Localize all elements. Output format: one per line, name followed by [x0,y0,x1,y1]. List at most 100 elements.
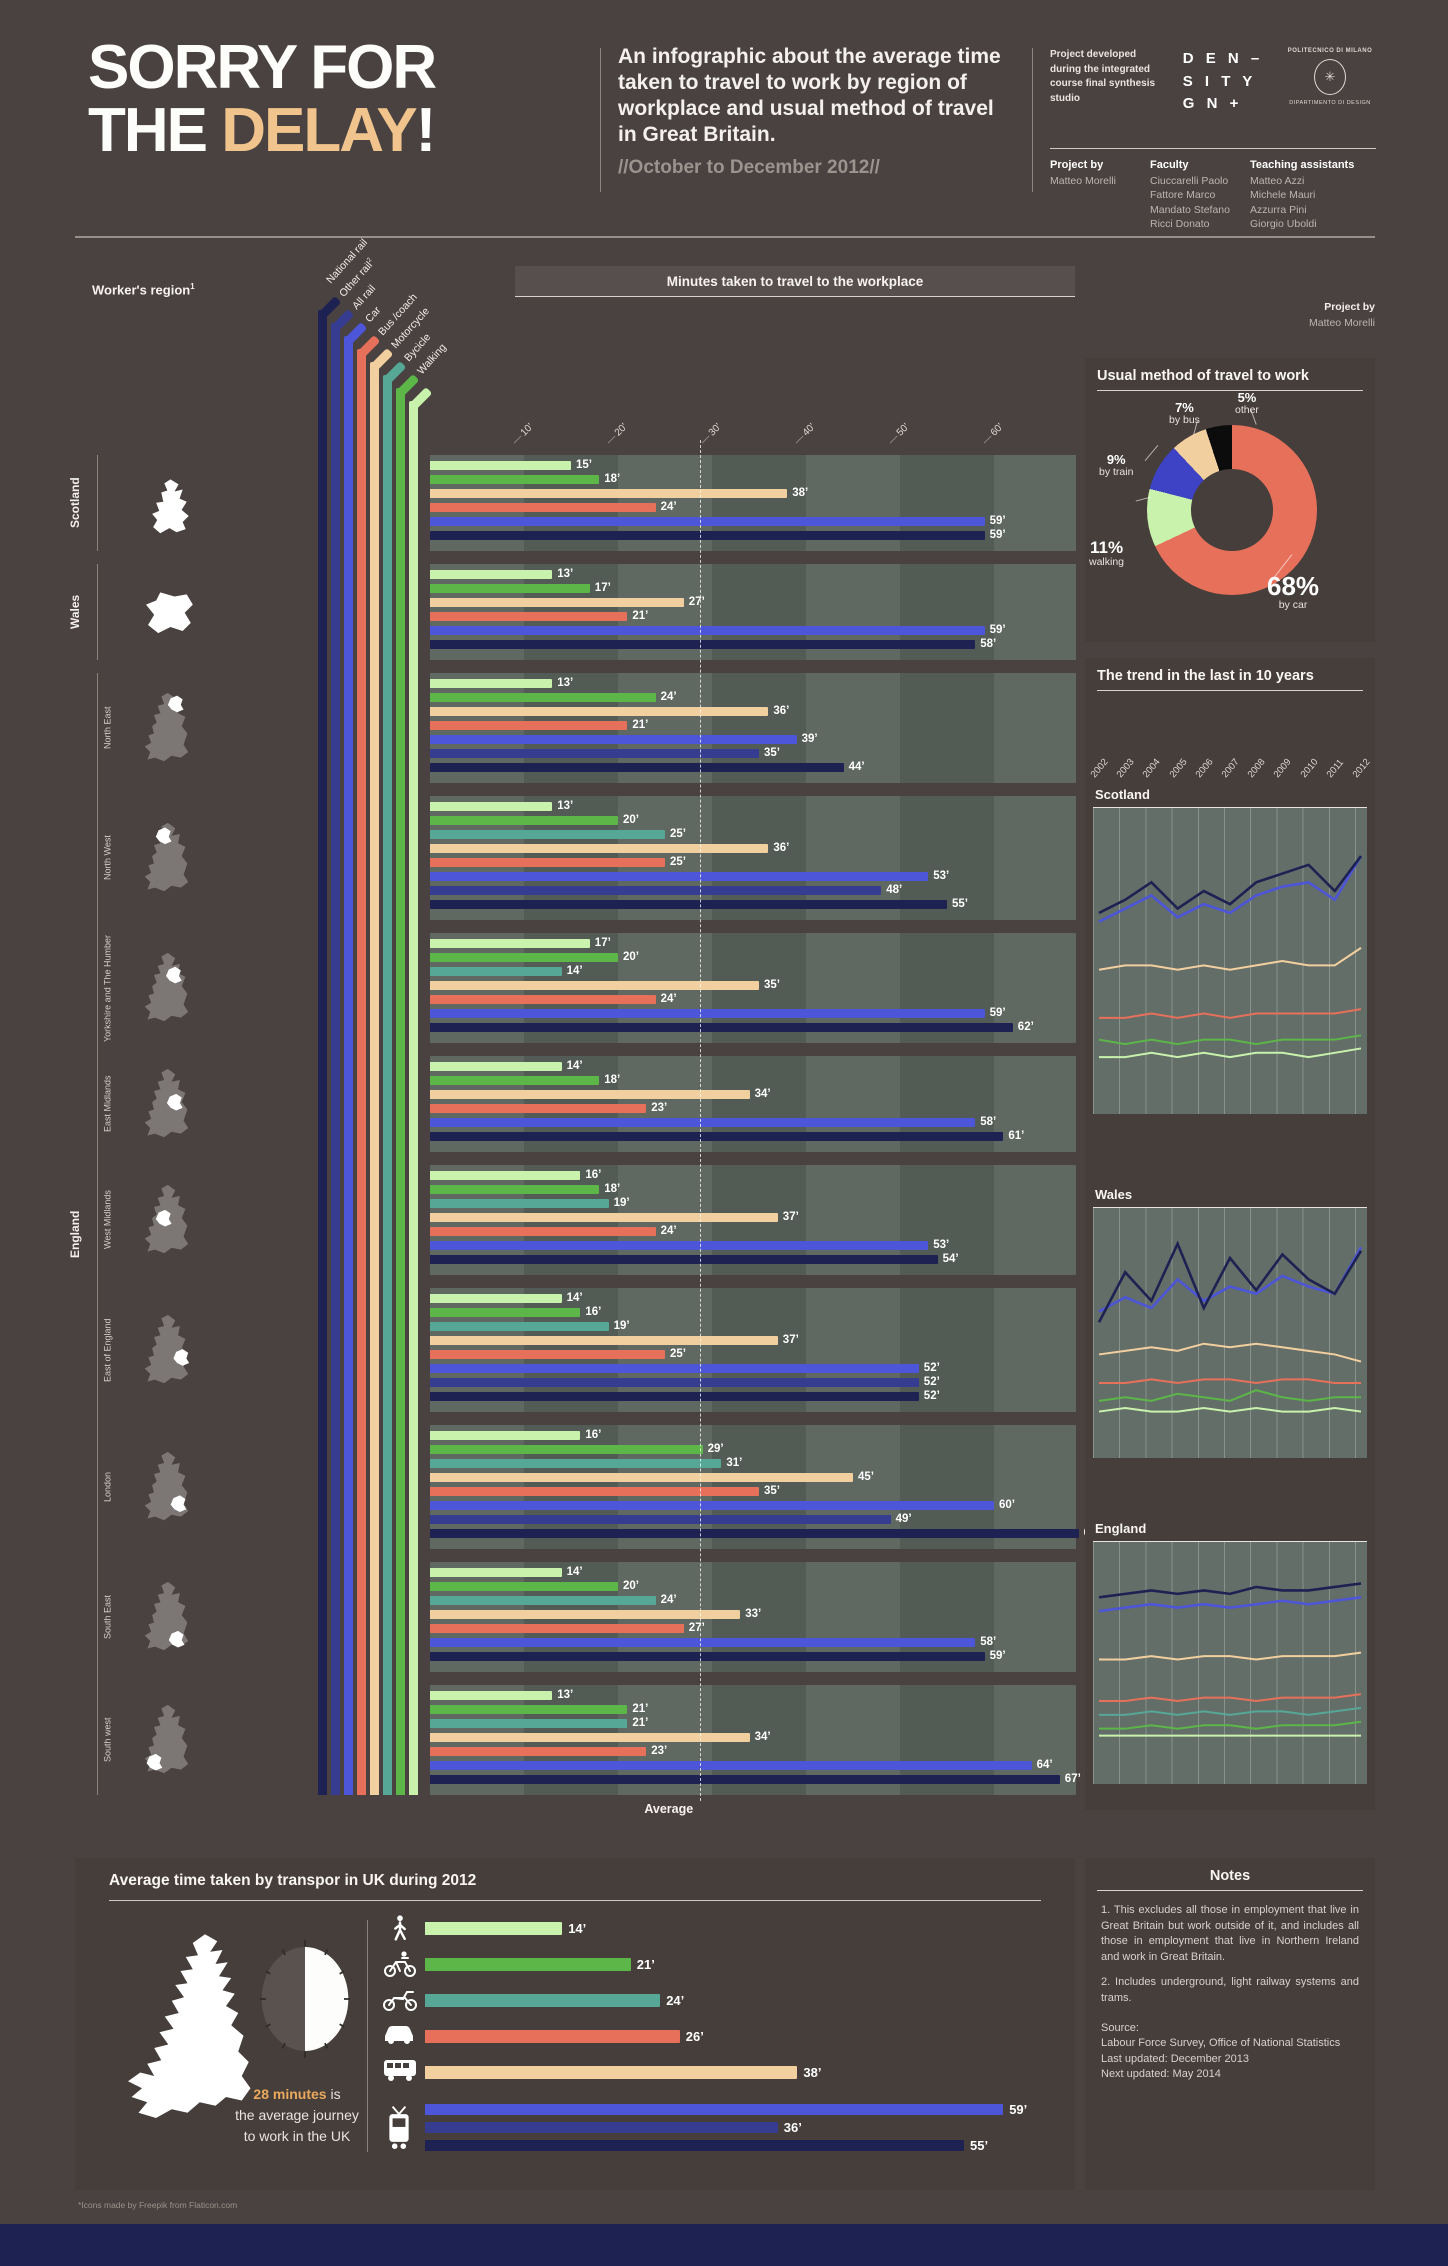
polimi-logo: POLITECNICO DI MILANO ✳ DIPARTIMENTO DI … [1287,48,1373,106]
icons-footnote: *Icons made by Freepik from Flaticon.com [78,2200,238,2210]
region-map-wales [120,564,212,660]
bar-bycicle [430,475,600,484]
region-label: London [102,1471,113,1503]
donut-leader-line [1144,445,1159,461]
bar-walking [430,461,571,470]
credit-name: Mandato Stefano [1150,203,1230,216]
donut-label-other: 5% other [1235,391,1259,416]
trend-panel: The trend in the last in 10 years 2002 20… [1085,658,1375,1810]
average-journey-text: 28 minutes is the average journey to wor… [235,2086,359,2144]
bar-value-label: 27’ [688,1622,705,1634]
uk-bar-value: 59’ [1009,2102,1028,2117]
uk-bar-car [425,2030,680,2043]
bar-value-label: 49’ [895,1513,912,1525]
bar-bycicle [430,953,618,962]
region-map-em [120,1056,212,1152]
bar-value-label: 44’ [848,761,865,773]
trend-year-label: 2007 [1219,756,1242,780]
bar-value-label: 18’ [604,473,621,485]
bar-value-label: 64’ [1036,1759,1053,1771]
bycicle-icon [381,1950,419,1983]
notes-title: Notes [1209,1868,1251,1884]
region-map-scotland [120,455,212,551]
region-label: Yorkshire and The Humber [102,934,113,1042]
mode-ribbon-car [357,349,366,1795]
bar-bus [430,1733,750,1742]
credit-name: Fattore Marco [1150,189,1216,202]
bar-value-label: 67’ [1064,1773,1081,1785]
bar-value-label: 37’ [782,1334,799,1346]
bar-value-label: 17’ [594,937,611,949]
bar-value-label: 21’ [632,1703,649,1715]
trend-year-label: 2012 [1350,756,1373,780]
bar-value-label: 59’ [989,1007,1006,1019]
axis-tick: 50' [886,422,912,447]
bar-value-label: 24’ [660,993,677,1005]
bar-value-label: 59’ [989,515,1006,527]
bar-value-label: 52’ [923,1362,940,1374]
mode-label-car: Car [363,304,384,325]
bar-value-label: 24’ [660,1225,677,1237]
trend-lines [1097,1240,1363,1413]
bus-icon [381,2058,419,2087]
credit-name: Ricci Donato [1150,218,1210,231]
region-map-nw [120,796,212,920]
bar-value-label: 27’ [688,596,705,608]
region-block-scotland: 15’ 18’ 38’ 24’ 59’ 59’ [430,455,1076,551]
mode-ribbon-national_rail [318,310,327,1795]
bar-value-label: 59’ [989,1650,1006,1662]
group-label-england: England [68,1210,82,1258]
bar-value-label: 52’ [923,1390,940,1402]
bar-value-label: 23’ [651,1745,668,1757]
trend-line-all_rail [1098,1246,1363,1313]
bar-value-label: 24’ [660,1594,677,1606]
credits-developed: Project developed during the integrated … [1050,49,1156,104]
bar-value-label: 18’ [604,1183,621,1195]
bar-value-label: 36’ [773,705,790,717]
uk-average-bars: 14’ 21’ 24’ 26’ 38’ 59’ 36’ 55’ [75,1858,1075,2190]
mode-ribbon-bend-walking [409,387,433,411]
bar-value-label: 53’ [933,1239,950,1251]
bar-value-label: 14’ [566,1060,583,1072]
bar-value-label: 19’ [613,1197,630,1209]
bar-other_rail [430,886,882,895]
trend-line-bus [1099,1651,1362,1661]
bar-national_rail [430,1132,1004,1141]
bar-value-label: 23’ [651,1102,668,1114]
modal-share-panel: Usual method of travel to work 68% by car… [1085,358,1375,642]
trend-region-label: Wales [1095,1187,1133,1202]
bar-value-label: 59’ [989,529,1006,541]
credits-column: Teaching assistants Matteo Azzi Michele Ma… [1250,159,1354,232]
trend-line-walking [1098,1406,1362,1413]
mode-ribbon-bus [370,362,379,1795]
mode-ribbon-other_rail [331,323,340,1795]
bar-all_rail [430,1501,994,1510]
bar-value-label: 25’ [670,828,686,840]
average-label: Average [644,1802,694,1816]
bar-value-label: 14’ [566,965,583,977]
bar-value-label: 29’ [707,1443,724,1455]
region-block-ld: 16’29’31’45’35’60’49’69’ [430,1425,1100,1549]
bar-value-label: 13’ [557,1689,574,1701]
bar-all_rail [430,735,797,744]
average-line [700,440,702,1801]
bar-motorcycle [430,1596,656,1605]
bar-value-label: 36’ [773,842,790,854]
region-block-wales: 13’ 17’ 27’ 21’ 59’ 58’ [430,564,1076,660]
credits-column-title: Faculty [1150,159,1189,171]
donut-chart: 68% by car 11% walking 9% by train 7% by bus 5% o… [1085,391,1375,631]
workers-region-header: Worker's region1 [92,282,195,298]
donut-slice-name: other [1235,403,1259,416]
credit-name: Giorgio Uboldi [1250,218,1317,231]
trend-region-label: Scotland [1095,787,1150,802]
axis-title: Minutes taken to travel to the workplace [515,266,1075,297]
region-label: East Midlands [102,1075,113,1133]
mode-ribbon-bycicle [396,388,405,1795]
donut-slice-name: by car [1278,599,1308,612]
bar-national_rail [430,1775,1060,1784]
group-label-scotland: Scotland [68,477,82,529]
trend-line-all_rail [1098,855,1363,923]
clock-icon [253,1936,357,2067]
region-map-sw [120,1685,212,1795]
bar-value-label: 24’ [660,501,677,513]
